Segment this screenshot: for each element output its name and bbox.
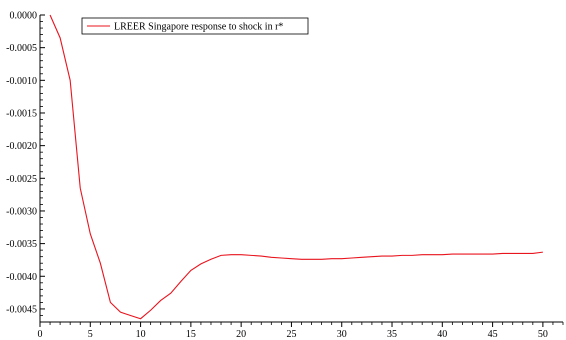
y-tick-label: -0.0010	[6, 76, 37, 87]
x-tick-label: 50	[538, 329, 548, 340]
y-tick-label: 0.0000	[10, 11, 38, 22]
y-tick-label: -0.0005	[6, 43, 37, 54]
x-tick-label: 30	[337, 329, 347, 340]
x-tick-label: 35	[387, 329, 397, 340]
y-tick-label: -0.0045	[6, 304, 37, 315]
axes: 0.0000 -0.0005 -0.0010 -0.0015 -0.0020 -0.002…	[6, 11, 564, 340]
x-tick-label: 40	[437, 329, 447, 340]
legend: LREER Singapore response to shock in r*	[81, 17, 309, 35]
x-tick-label: 0	[38, 329, 43, 340]
y-tick-label: -0.0030	[6, 206, 37, 217]
x-tick-label: 10	[136, 329, 146, 340]
y-tick-label: -0.0015	[6, 108, 37, 119]
x-tick-label: 15	[186, 329, 196, 340]
y-tick-label: -0.0040	[6, 272, 37, 283]
x-tick-label: 20	[236, 329, 246, 340]
y-tick-label: -0.0025	[6, 174, 37, 185]
legend-label: LREER Singapore response to shock in r*	[114, 22, 283, 33]
legend-box	[81, 17, 309, 35]
x-tick-label: 25	[286, 329, 296, 340]
x-tick-label: 5	[88, 329, 93, 340]
y-tick-label: -0.0020	[6, 141, 37, 152]
series-layer	[49, 14, 543, 320]
y-tick-label: -0.0035	[6, 239, 37, 250]
series-line	[49, 14, 543, 320]
x-tick-label: 45	[488, 329, 498, 340]
